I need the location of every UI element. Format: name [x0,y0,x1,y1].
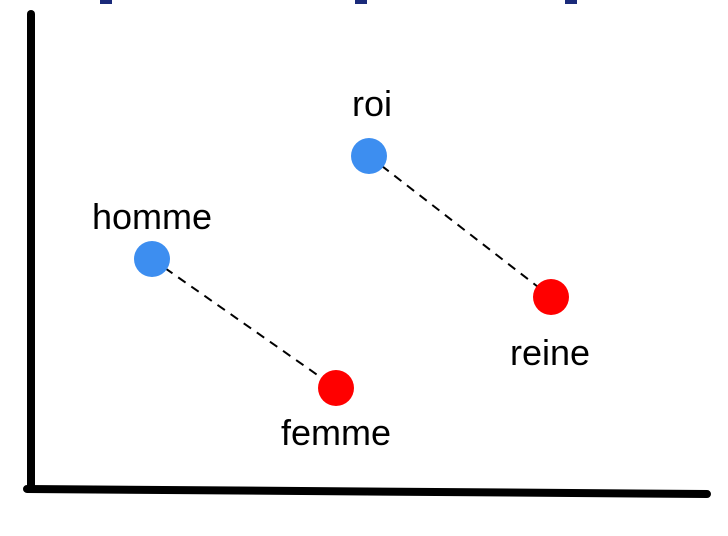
point-femme [318,370,354,406]
pair-link-roi-reine [368,155,552,298]
point-roi [351,138,387,174]
x-axis [23,485,711,498]
label-reine: reine [510,332,590,373]
pair-link-homme-femme [151,258,337,389]
label-femme: femme [281,412,391,453]
cropped-top-text [100,0,577,4]
point-homme [134,241,170,277]
label-homme: homme [92,196,212,237]
point-reine [533,279,569,315]
label-roi: roi [352,83,392,124]
